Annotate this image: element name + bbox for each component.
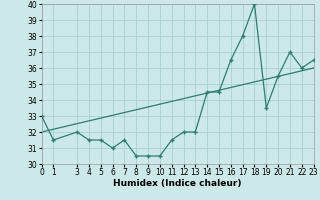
X-axis label: Humidex (Indice chaleur): Humidex (Indice chaleur) xyxy=(113,179,242,188)
